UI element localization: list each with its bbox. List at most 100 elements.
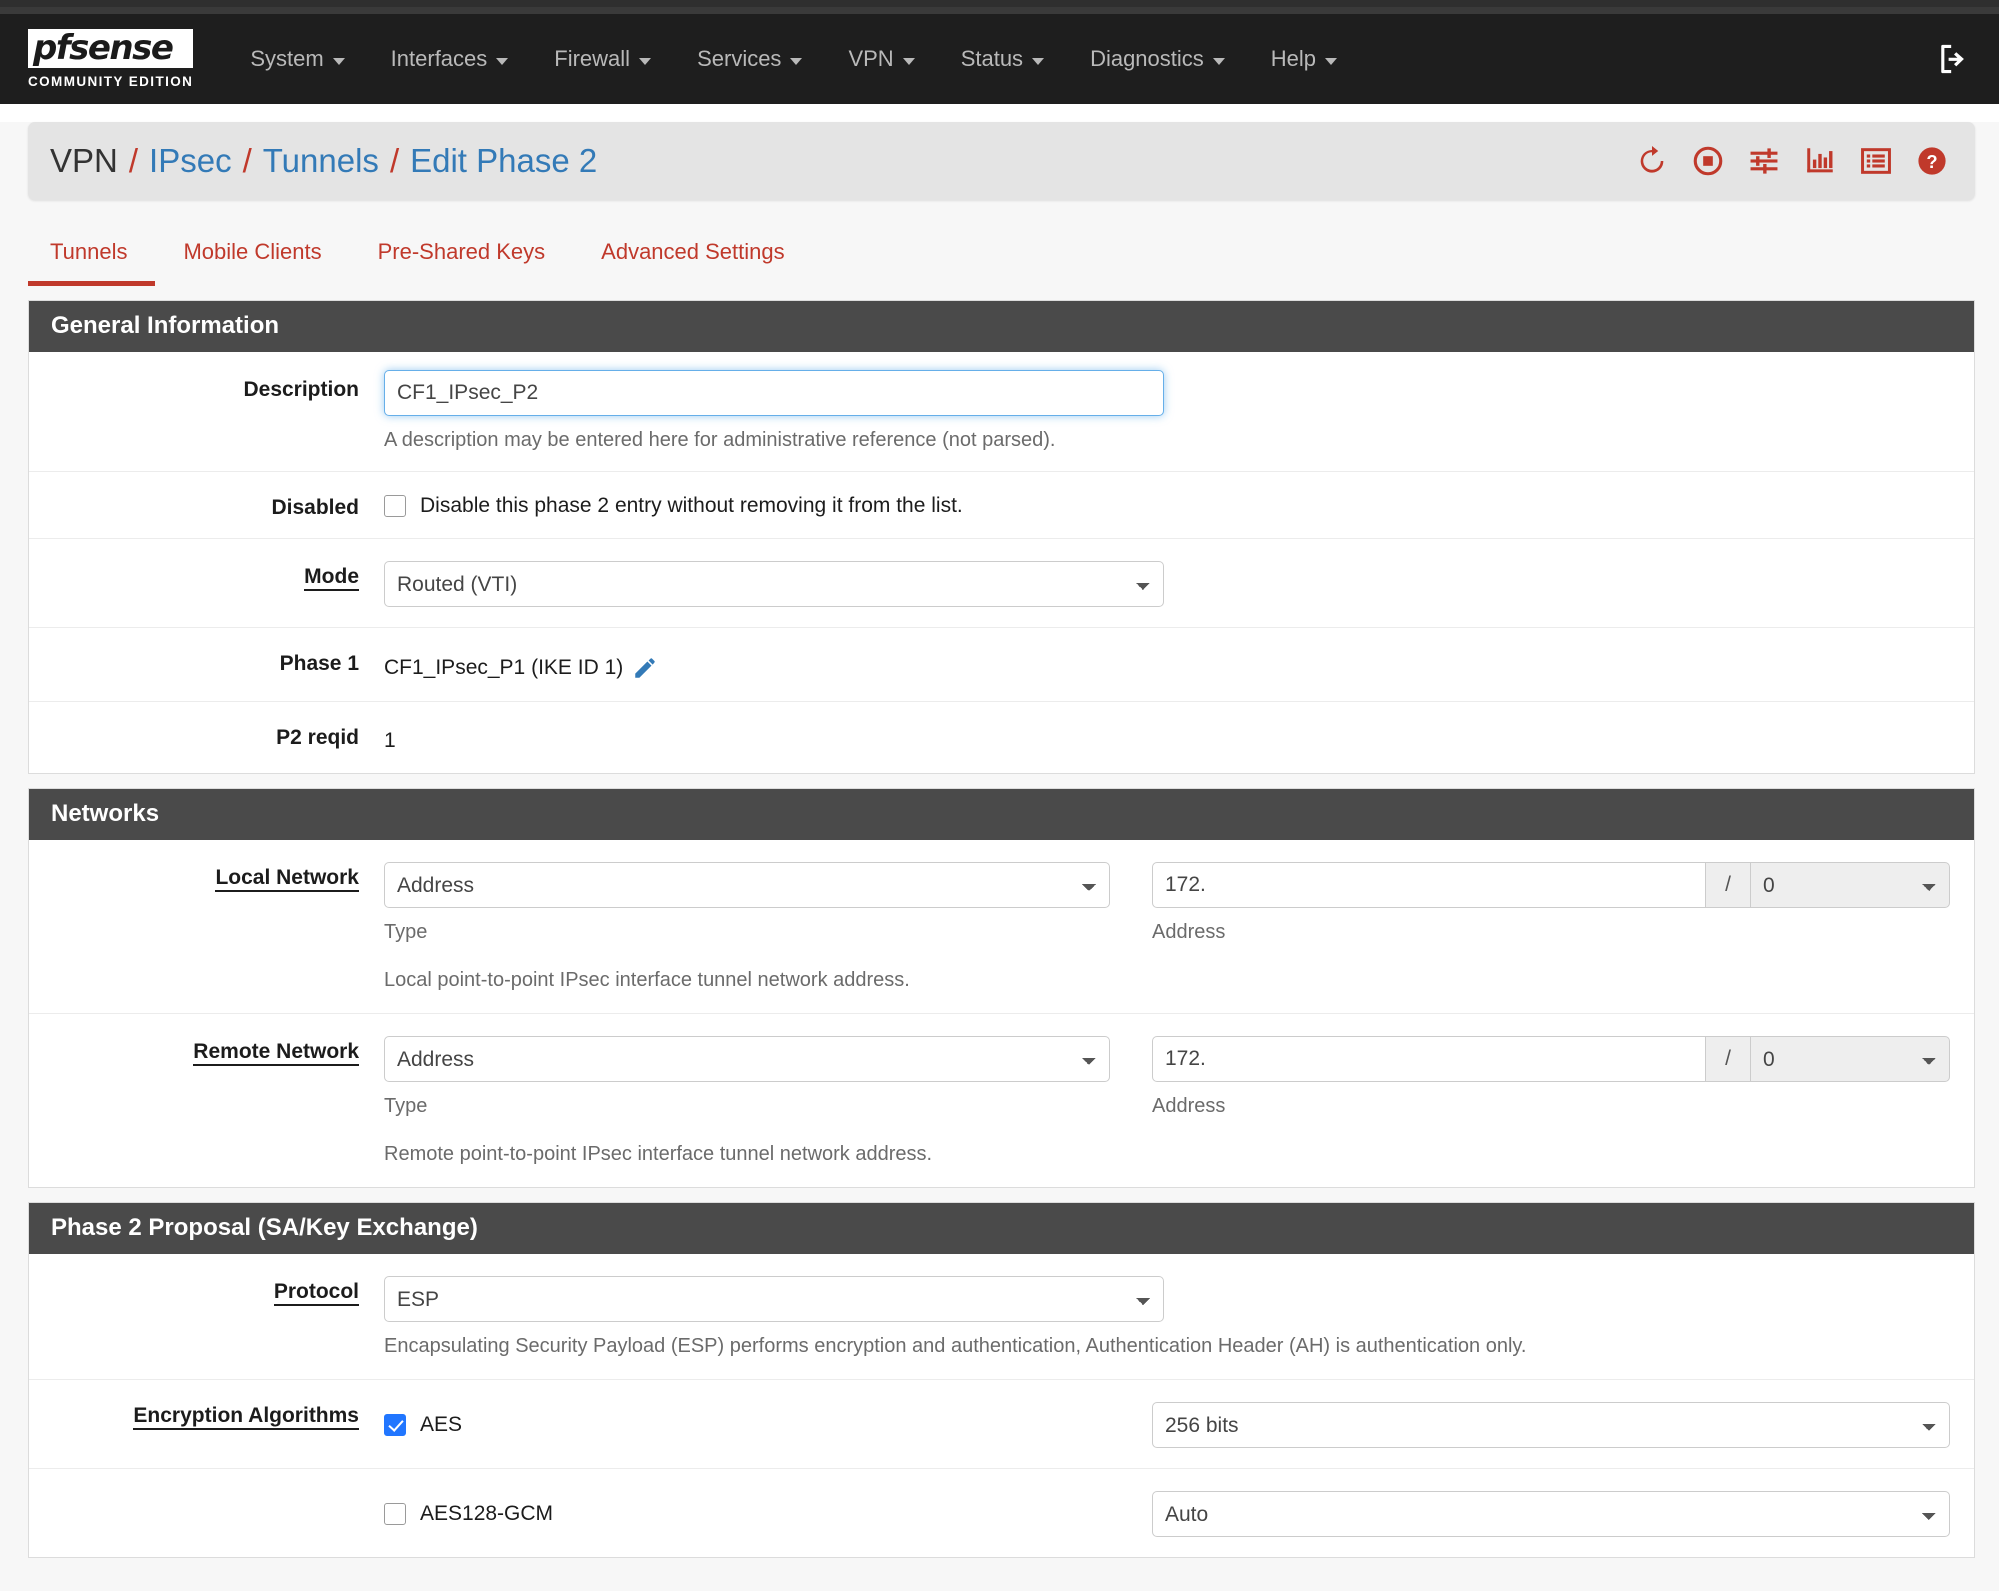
panel-phase2-proposal: Phase 2 Proposal (SA/Key Exchange) Proto… (28, 1202, 1975, 1558)
panel-general-information: General Information Description A descri… (28, 300, 1975, 774)
breadcrumb-link-edit-phase-2[interactable]: Edit Phase 2 (410, 142, 598, 179)
local-network-type-select[interactable]: Address (384, 862, 1110, 908)
control-encryption-aes: AES 256 bits (384, 1380, 1974, 1468)
navbar-item-label: Help (1270, 46, 1317, 71)
sliders-settings-icon[interactable] (1747, 144, 1781, 178)
tab-tunnels[interactable]: Tunnels (28, 239, 156, 286)
form-row-encryption-aes128gcm: AES128-GCM Auto (29, 1469, 1974, 1557)
encryption-aes128gcm-checkbox[interactable] (384, 1503, 406, 1525)
stop-service-icon[interactable] (1691, 144, 1725, 178)
mode-select[interactable]: Routed (VTI) (384, 561, 1164, 607)
breadcrumb-separator: / (389, 142, 400, 179)
tab-pre-shared-keys[interactable]: Pre-Shared Keys (377, 239, 546, 264)
chevron-down-icon (1212, 57, 1225, 65)
help-local-network-type: Type (384, 921, 428, 943)
help-remote-network: Remote point-to-point IPsec interface tu… (384, 1143, 933, 1165)
form-row-encryption-aes: Encryption Algorithms AES 256 bits (29, 1380, 1974, 1469)
tab-mobile-clients[interactable]: Mobile Clients (183, 239, 322, 264)
phase1-value: CF1_IPsec_P1 (IKE ID 1) (384, 656, 624, 679)
form-row-description: Description A description may be entered… (29, 352, 1974, 472)
status-chart-icon[interactable] (1803, 144, 1837, 178)
breadcrumb-link-tunnels[interactable]: Tunnels (262, 142, 379, 179)
navbar-item-firewall[interactable]: Firewall (531, 14, 674, 104)
description-input[interactable] (384, 370, 1164, 416)
encryption-aes-checkbox[interactable] (384, 1414, 406, 1436)
form-row-remote-network: Remote Network Address Type / (29, 1014, 1974, 1187)
control-p2reqid: 1 (384, 702, 1974, 773)
navbar-item-diagnostics[interactable]: Diagnostics (1067, 14, 1248, 104)
local-network-address-input[interactable] (1152, 862, 1706, 908)
control-description: A description may be entered here for ad… (384, 352, 1974, 471)
panel-title-phase2-proposal: Phase 2 Proposal (SA/Key Exchange) (29, 1203, 1974, 1254)
navbar-item-label: Firewall (554, 46, 631, 71)
encryption-aes128gcm-keylen-select[interactable]: Auto (1152, 1491, 1950, 1537)
help-remote-network-type: Type (384, 1095, 428, 1117)
navbar-item-label: Diagnostics (1090, 46, 1204, 71)
label-mode: Mode (29, 539, 384, 627)
help-description: A description may be entered here for ad… (384, 429, 1056, 451)
label-disabled: Disabled (271, 496, 359, 519)
control-phase1: CF1_IPsec_P1 (IKE ID 1) (384, 628, 1974, 701)
chevron-down-icon (790, 57, 803, 65)
main-navbar: pfsense COMMUNITY EDITION System Interfac… (0, 14, 1999, 104)
local-network-mask-select[interactable]: 0 (1750, 862, 1950, 908)
label-phase1: Phase 1 (279, 652, 359, 675)
svg-text:?: ? (1926, 151, 1937, 172)
disabled-checkbox[interactable] (384, 495, 406, 517)
brand-logo[interactable]: pfsense COMMUNITY EDITION (28, 29, 194, 89)
remote-network-address-input[interactable] (1152, 1036, 1706, 1082)
page-content: VPN / IPsec / Tunnels / Edit Phase 2 (0, 122, 1999, 1591)
chevron-down-icon (496, 57, 509, 65)
window-top-strip-inner (0, 0, 1999, 7)
form-row-local-network: Local Network Address Type / (29, 840, 1974, 1014)
navbar-item-label: Services (697, 46, 782, 71)
control-disabled: Disable this phase 2 entry without remov… (384, 472, 1974, 538)
help-icon[interactable]: ? (1915, 144, 1949, 178)
breadcrumb: VPN / IPsec / Tunnels / Edit Phase 2 (50, 142, 597, 180)
navbar-item-services[interactable]: Services (674, 14, 825, 104)
control-remote-network: Address Type / 0 (384, 1014, 1974, 1187)
panel-body-networks: Local Network Address Type / (29, 840, 1974, 1187)
panel-networks: Networks Local Network Address Type (28, 788, 1975, 1188)
pencil-edit-icon[interactable] (632, 655, 658, 681)
remote-network-type-select[interactable]: Address (384, 1036, 1110, 1082)
form-row-phase1: Phase 1 CF1_IPsec_P1 (IKE ID 1) (29, 628, 1974, 702)
p2reqid-value: 1 (384, 729, 396, 752)
navbar-item-help[interactable]: Help (1248, 14, 1360, 104)
navbar-item-system[interactable]: System (227, 14, 367, 104)
navbar-item-status[interactable]: Status (938, 14, 1067, 104)
encryption-aes-keylen-select[interactable]: 256 bits (1152, 1402, 1950, 1448)
navbar-item-vpn[interactable]: VPN (825, 14, 937, 104)
local-network-slash: / (1706, 862, 1750, 908)
logout-icon[interactable] (1937, 42, 1971, 76)
form-row-p2reqid: P2 reqid 1 (29, 702, 1974, 773)
log-list-icon[interactable] (1859, 144, 1893, 178)
label-p2reqid: P2 reqid (276, 726, 359, 749)
help-local-network: Local point-to-point IPsec interface tun… (384, 969, 910, 991)
navbar-item-label: System (250, 46, 324, 71)
control-encryption-aes128gcm: AES128-GCM Auto (384, 1469, 1974, 1557)
navbar-item-label: Interfaces (390, 46, 488, 71)
tab-advanced-settings[interactable]: Advanced Settings (601, 239, 785, 264)
chevron-down-icon (639, 57, 652, 65)
help-local-network-address: Address (1152, 921, 1226, 943)
protocol-select[interactable]: ESP (384, 1276, 1164, 1322)
help-remote-network-address: Address (1152, 1095, 1226, 1117)
form-row-mode: Mode Routed (VTI) (29, 539, 1974, 628)
label-local-network: Local Network (29, 840, 384, 1013)
brand-name: pfsense (28, 29, 194, 68)
restart-service-icon[interactable] (1635, 144, 1669, 178)
breadcrumb-root: VPN (50, 142, 118, 179)
chevron-down-icon (902, 57, 915, 65)
control-mode: Routed (VTI) (384, 539, 1974, 627)
panel-title-networks: Networks (29, 789, 1974, 840)
chevron-down-icon (332, 57, 345, 65)
form-row-disabled: Disabled Disable this phase 2 entry with… (29, 472, 1974, 539)
breadcrumb-link-ipsec[interactable]: IPsec (149, 142, 232, 179)
help-protocol: Encapsulating Security Payload (ESP) per… (384, 1335, 1527, 1357)
chevron-down-icon (1325, 57, 1338, 65)
navbar-item-interfaces[interactable]: Interfaces (368, 14, 532, 104)
label-remote-network: Remote Network (29, 1014, 384, 1187)
remote-network-mask-select[interactable]: 0 (1750, 1036, 1950, 1082)
tab-bar: Tunnels Mobile Clients Pre-Shared Keys Adva… (28, 224, 1975, 286)
